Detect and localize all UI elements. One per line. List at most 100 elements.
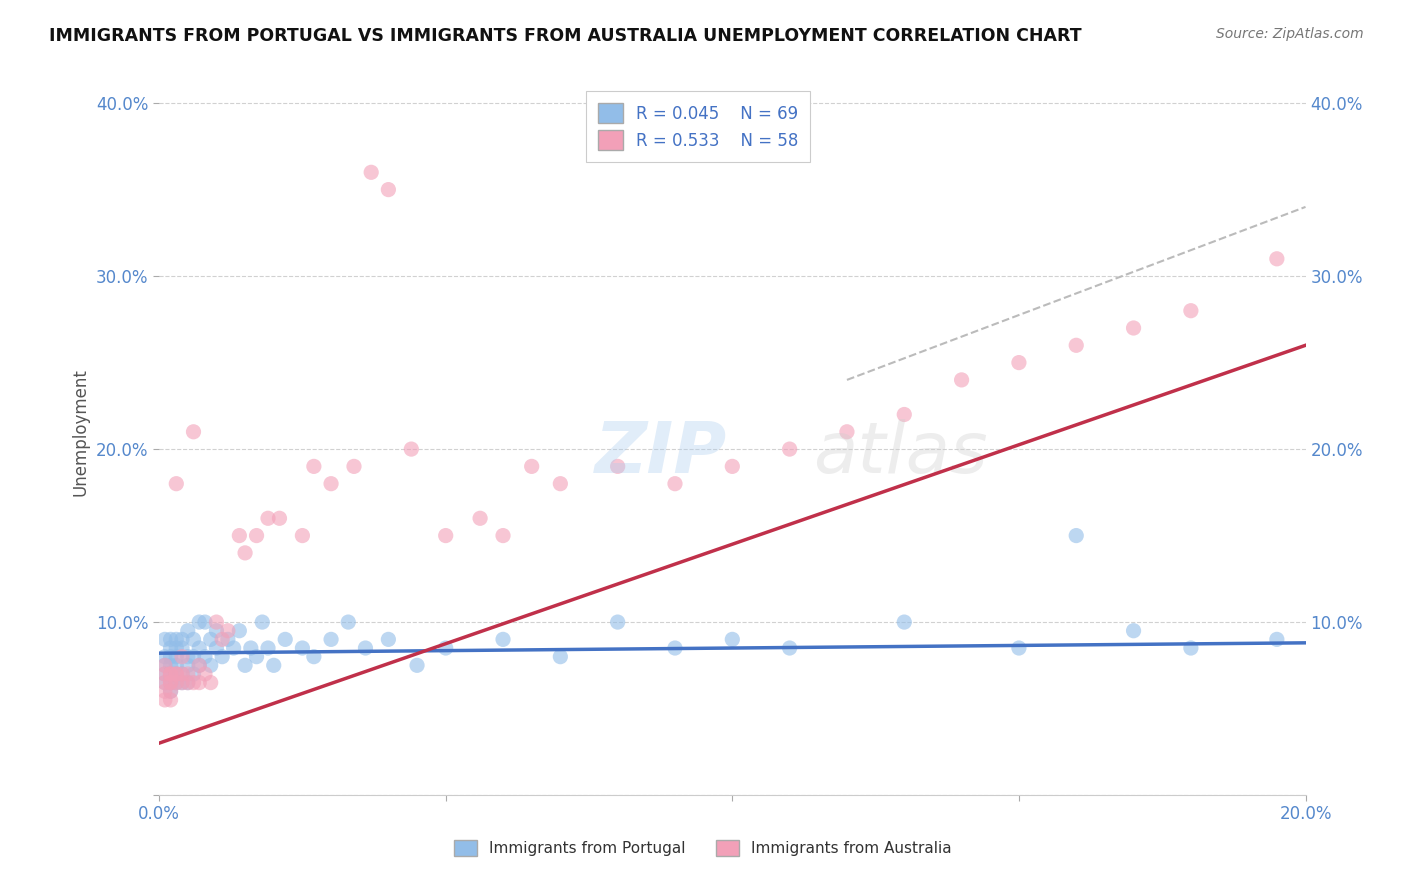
Point xyxy=(217,632,239,647)
Text: IMMIGRANTS FROM PORTUGAL VS IMMIGRANTS FROM AUSTRALIA UNEMPLOYMENT CORRELATION C: IMMIGRANTS FROM PORTUGAL VS IMMIGRANTS F… xyxy=(49,27,1081,45)
Point xyxy=(492,528,515,542)
Point xyxy=(950,373,973,387)
Point xyxy=(205,624,228,638)
Point xyxy=(177,667,200,681)
Point xyxy=(159,658,181,673)
Point xyxy=(217,624,239,638)
Point xyxy=(159,649,181,664)
Point xyxy=(188,658,211,673)
Point xyxy=(406,658,429,673)
Point xyxy=(319,476,342,491)
Point xyxy=(211,632,233,647)
Point xyxy=(377,183,399,197)
Point xyxy=(159,667,181,681)
Point xyxy=(520,459,543,474)
Point xyxy=(360,165,382,179)
Point xyxy=(606,459,628,474)
Point xyxy=(188,615,211,629)
Point xyxy=(177,675,200,690)
Point xyxy=(153,667,176,681)
Point xyxy=(252,615,274,629)
Point xyxy=(291,640,314,655)
Point xyxy=(1122,624,1144,638)
Point xyxy=(1122,321,1144,335)
Point xyxy=(153,675,176,690)
Point xyxy=(159,667,181,681)
Point xyxy=(211,649,233,664)
Point xyxy=(153,658,176,673)
Point xyxy=(664,640,686,655)
Point xyxy=(177,658,200,673)
Point xyxy=(159,693,181,707)
Point xyxy=(377,632,399,647)
Point xyxy=(492,632,515,647)
Point xyxy=(1180,303,1202,318)
Point xyxy=(245,528,267,542)
Point xyxy=(159,675,181,690)
Text: ZIP: ZIP xyxy=(595,419,727,488)
Point xyxy=(228,624,250,638)
Point xyxy=(291,528,314,542)
Point xyxy=(835,425,858,439)
Point xyxy=(1180,640,1202,655)
Point xyxy=(159,684,181,698)
Point xyxy=(550,476,572,491)
Point xyxy=(200,675,222,690)
Legend: Immigrants from Portugal, Immigrants from Australia: Immigrants from Portugal, Immigrants fro… xyxy=(449,834,957,862)
Point xyxy=(606,615,628,629)
Point xyxy=(183,667,205,681)
Point xyxy=(170,675,193,690)
Point xyxy=(257,640,280,655)
Point xyxy=(233,658,256,673)
Point xyxy=(170,667,193,681)
Point xyxy=(274,632,297,647)
Point xyxy=(165,675,187,690)
Point xyxy=(239,640,262,655)
Point xyxy=(233,546,256,560)
Point xyxy=(269,511,291,525)
Point xyxy=(200,658,222,673)
Point xyxy=(1265,252,1288,266)
Point xyxy=(664,476,686,491)
Point xyxy=(779,442,801,456)
Point xyxy=(165,667,187,681)
Point xyxy=(153,693,176,707)
Point xyxy=(434,528,457,542)
Point xyxy=(228,528,250,542)
Point xyxy=(183,425,205,439)
Point xyxy=(721,632,744,647)
Point xyxy=(170,632,193,647)
Point xyxy=(177,675,200,690)
Point xyxy=(257,511,280,525)
Point xyxy=(165,658,187,673)
Point xyxy=(177,649,200,664)
Point xyxy=(337,615,360,629)
Point xyxy=(183,675,205,690)
Point xyxy=(170,640,193,655)
Point xyxy=(159,632,181,647)
Point xyxy=(165,667,187,681)
Point xyxy=(779,640,801,655)
Point xyxy=(302,649,325,664)
Point xyxy=(183,649,205,664)
Point xyxy=(401,442,423,456)
Point xyxy=(177,624,200,638)
Legend: R = 0.045    N = 69, R = 0.533    N = 58: R = 0.045 N = 69, R = 0.533 N = 58 xyxy=(586,91,810,162)
Text: Source: ZipAtlas.com: Source: ZipAtlas.com xyxy=(1216,27,1364,41)
Point xyxy=(165,632,187,647)
Point xyxy=(159,675,181,690)
Point xyxy=(343,459,366,474)
Point xyxy=(153,632,176,647)
Point xyxy=(188,675,211,690)
Point xyxy=(550,649,572,664)
Point xyxy=(188,640,211,655)
Point xyxy=(200,632,222,647)
Point xyxy=(205,640,228,655)
Point xyxy=(194,615,217,629)
Point xyxy=(354,640,377,655)
Point xyxy=(165,649,187,664)
Point xyxy=(1008,355,1031,369)
Point xyxy=(263,658,285,673)
Point xyxy=(1064,338,1087,352)
Text: atlas: atlas xyxy=(813,419,987,488)
